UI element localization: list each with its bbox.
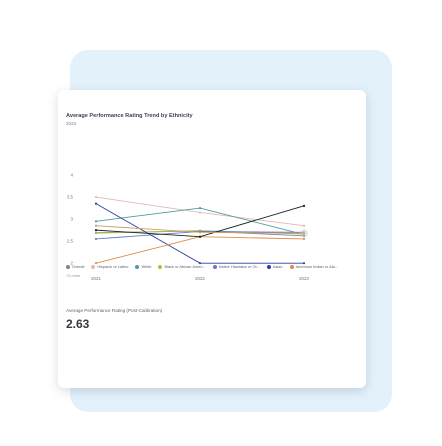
data-point[interactable] <box>94 202 98 205</box>
legend-dot <box>266 264 271 269</box>
legend-label: Hispanic or Latino <box>97 264 129 269</box>
data-point[interactable] <box>94 232 98 235</box>
data-point[interactable] <box>198 206 202 210</box>
data-point[interactable] <box>94 195 98 199</box>
data-point[interactable] <box>302 224 306 227</box>
legend-item[interactable]: Asian <box>266 264 283 269</box>
legend-item[interactable]: Black or African Ameri... <box>158 264 206 269</box>
legend-dot <box>91 264 96 269</box>
data-point[interactable] <box>198 231 202 234</box>
legend-label: Black or African Ameri... <box>164 264 206 269</box>
y-tick-label: 3 <box>71 217 74 222</box>
data-point[interactable] <box>198 262 202 265</box>
y-tick-label: 3.5 <box>67 195 74 200</box>
data-point[interactable] <box>302 232 306 235</box>
data-point[interactable] <box>94 229 98 232</box>
legend-item[interactable]: Overall <box>66 264 84 269</box>
data-point[interactable] <box>198 235 202 238</box>
legend-dot <box>135 264 140 269</box>
data-point[interactable] <box>198 211 202 214</box>
legend-label: Native Hawaiian or Ot... <box>218 264 260 269</box>
metric-label: Average Performance Rating (Post-Calibra… <box>66 308 163 313</box>
data-point[interactable] <box>94 224 98 227</box>
chart-card: Average Performance Rating Trend by Ethn… <box>58 90 366 388</box>
metric-value: 2.63 <box>66 317 90 331</box>
y-tick-label: 2.5 <box>67 239 74 244</box>
legend-label: Overall <box>72 264 85 269</box>
line-chart: 4 3.5 3 2.5 2 2021 2022 2023 <box>67 173 310 282</box>
x-tick-label: 2023 <box>299 276 309 281</box>
data-point[interactable] <box>302 262 306 265</box>
hover-marker <box>300 229 308 238</box>
legend-dot <box>212 264 217 269</box>
legend-dot <box>158 264 163 269</box>
series-line <box>95 236 305 264</box>
x-tick-label: 2021 <box>91 276 101 281</box>
legend-label: Asian <box>272 264 283 269</box>
data-point[interactable] <box>94 237 98 241</box>
chart-title: Average Performance Rating Trend by Ethn… <box>66 113 193 119</box>
legend-item[interactable]: White <box>135 264 151 269</box>
x-tick-label: 2022 <box>195 276 205 281</box>
y-tick-label: 2 <box>71 261 74 266</box>
chart-legend: Overall Hispanic or Latino White Black or A… <box>66 264 358 278</box>
legend-more-link[interactable]: +2 more <box>66 273 81 278</box>
data-point[interactable] <box>302 237 306 241</box>
data-point[interactable] <box>94 262 98 265</box>
legend-label: American Indian or Ala... <box>295 264 338 269</box>
data-point[interactable] <box>94 220 98 223</box>
legend-dot <box>289 264 294 269</box>
y-tick-label: 4 <box>71 173 74 178</box>
legend-dot <box>66 264 70 269</box>
legend-item[interactable]: Native Hawaiian or Ot... <box>212 264 260 269</box>
chart-subtitle: 2023 <box>66 121 77 126</box>
legend-item[interactable]: Hispanic or Latino <box>91 264 128 269</box>
legend-label: White <box>141 264 152 269</box>
legend-item[interactable]: American Indian or Ala... <box>289 264 338 269</box>
data-point[interactable] <box>302 204 306 207</box>
